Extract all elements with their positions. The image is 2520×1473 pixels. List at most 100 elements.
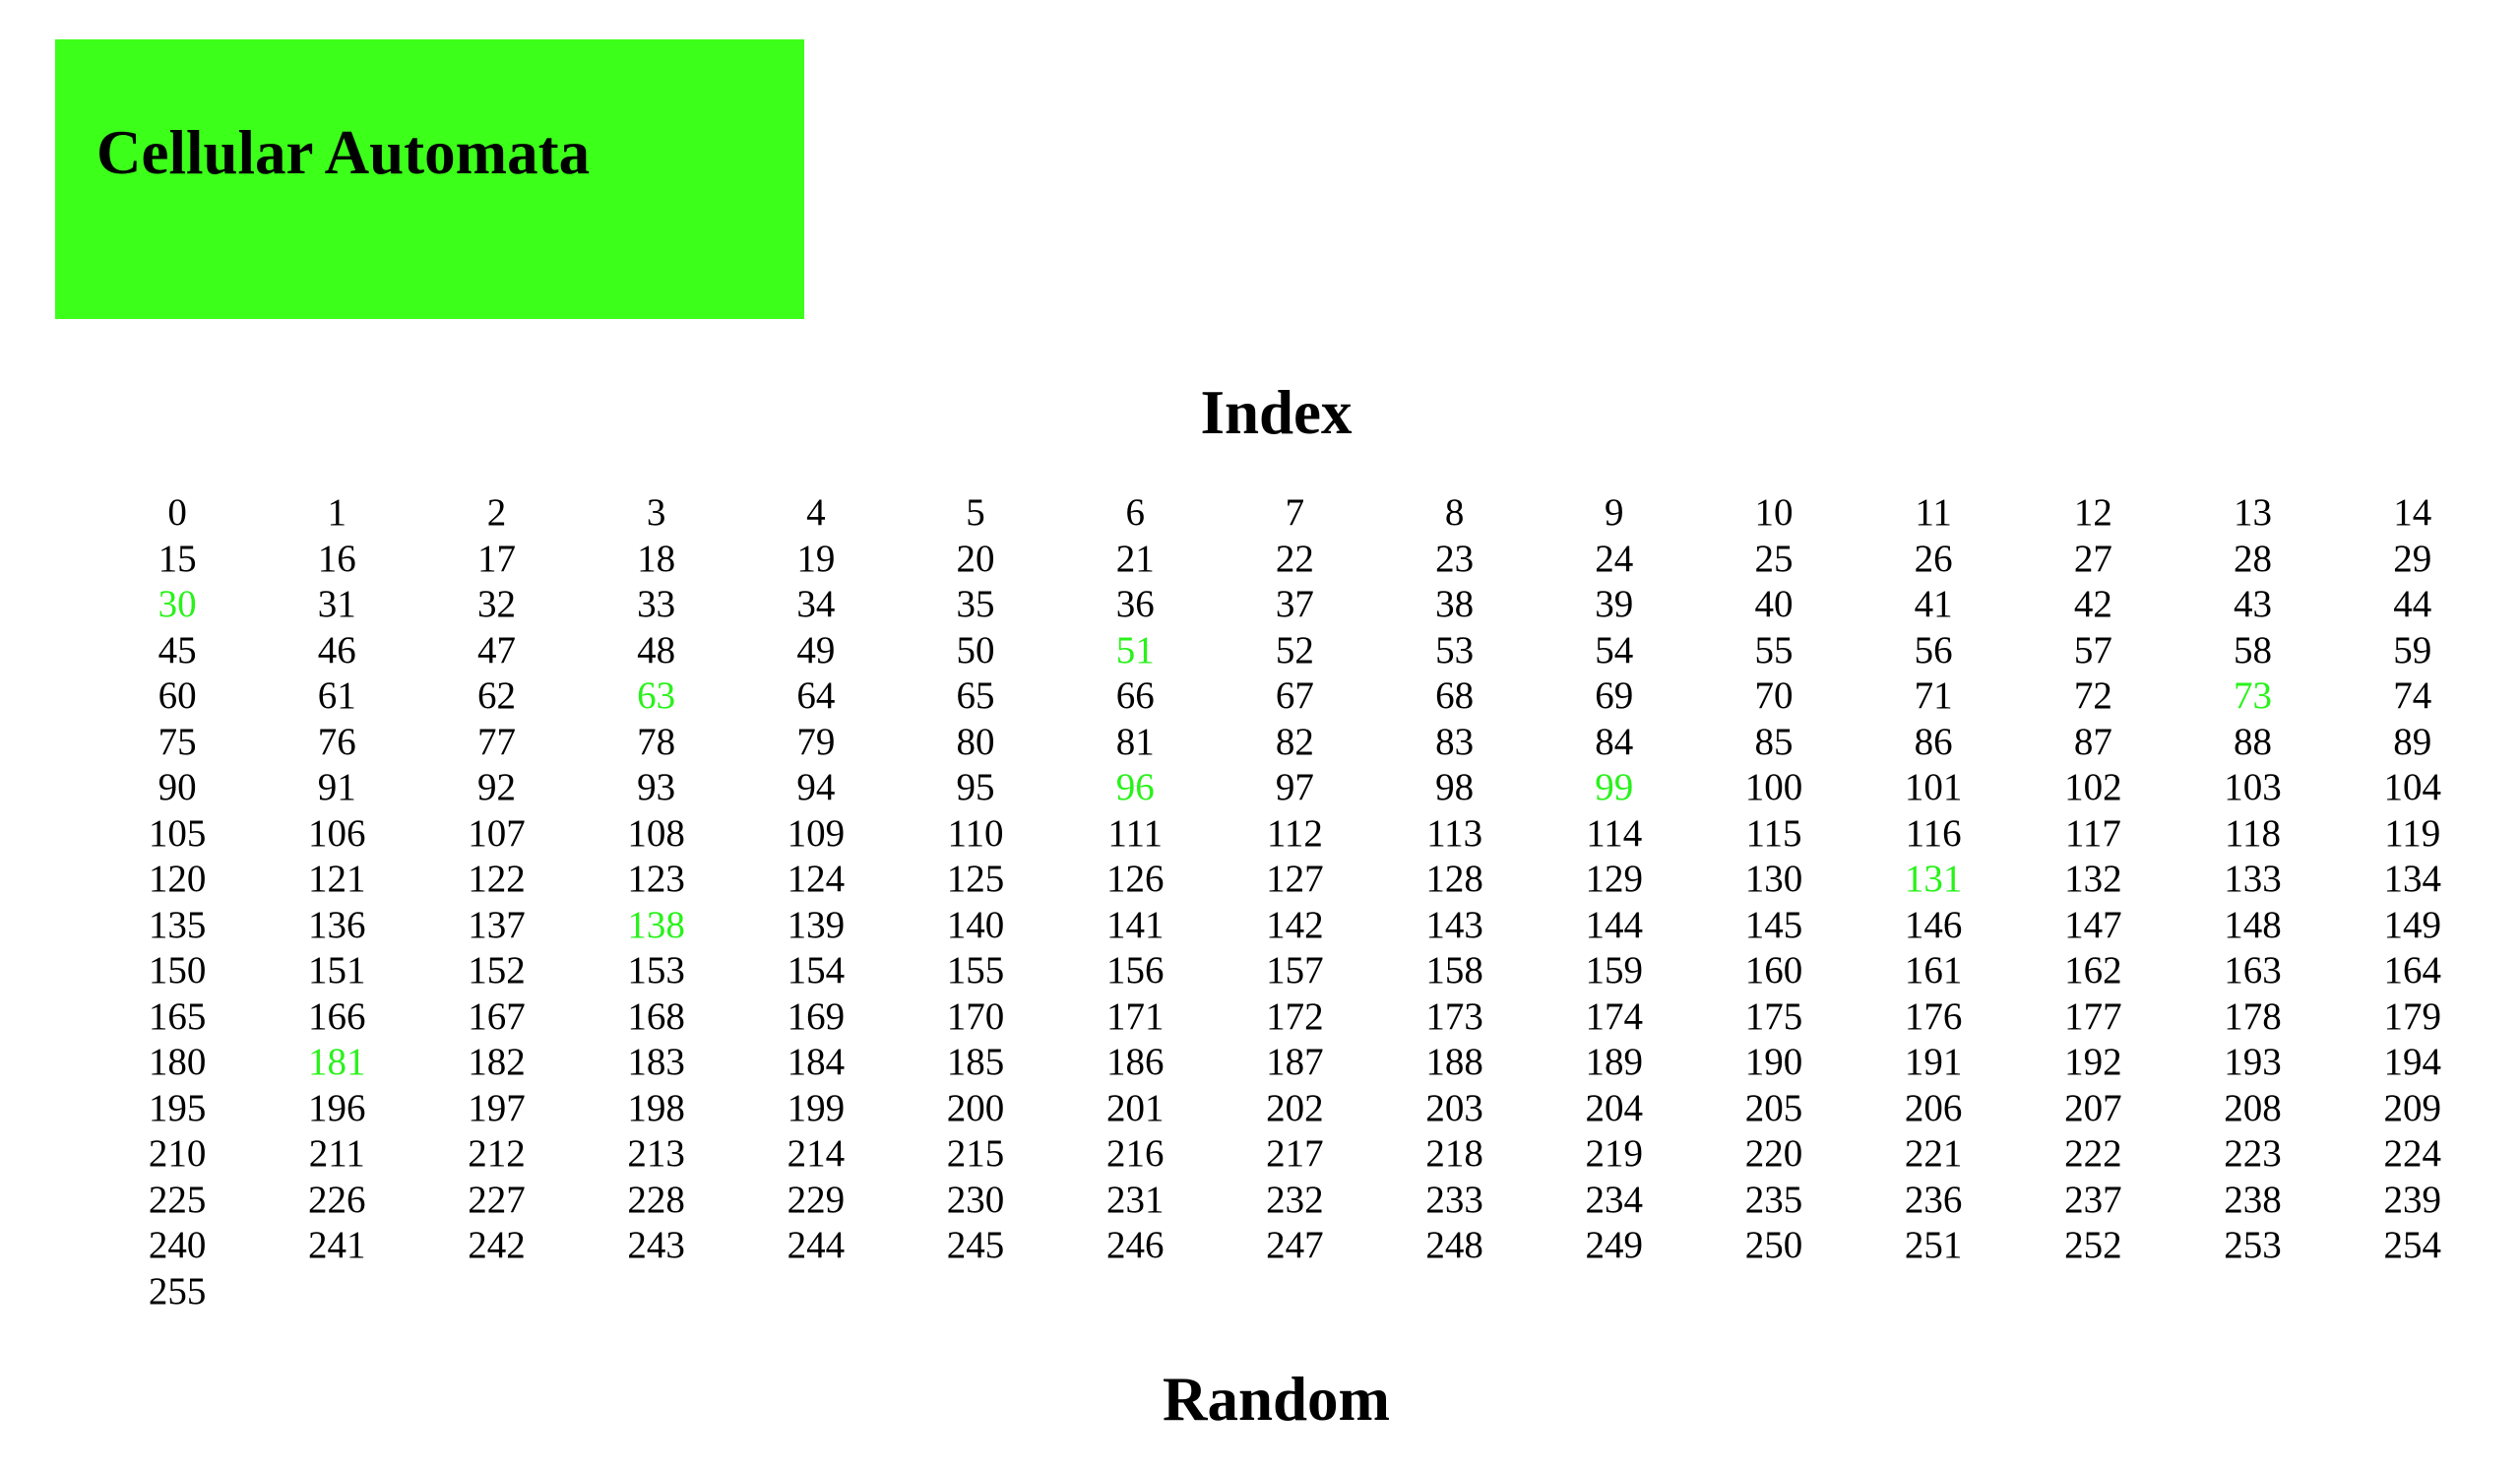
- rule-link-223[interactable]: 223: [2224, 1132, 2282, 1175]
- rule-link-141[interactable]: 141: [1105, 903, 1165, 946]
- rule-link-65[interactable]: 65: [956, 674, 995, 717]
- rule-link-50[interactable]: 50: [956, 628, 995, 672]
- rule-link-8[interactable]: 8: [1444, 491, 1465, 534]
- rule-link-75[interactable]: 75: [158, 720, 197, 763]
- rule-link-104[interactable]: 104: [2383, 766, 2441, 808]
- rule-link-137[interactable]: 137: [468, 903, 526, 946]
- rule-link-194[interactable]: 194: [2383, 1041, 2441, 1083]
- rule-link-206[interactable]: 206: [1904, 1086, 1963, 1129]
- rule-link-98[interactable]: 98: [1435, 766, 1475, 808]
- rule-link-52[interactable]: 52: [1275, 628, 1314, 672]
- rule-link-70[interactable]: 70: [1754, 674, 1794, 717]
- rule-link-145[interactable]: 145: [1744, 903, 1803, 946]
- rule-link-210[interactable]: 210: [148, 1132, 207, 1175]
- rule-link-85[interactable]: 85: [1754, 720, 1794, 763]
- rule-link-231[interactable]: 231: [1105, 1178, 1165, 1221]
- rule-link-181[interactable]: 181: [308, 1041, 366, 1083]
- rule-link-13[interactable]: 13: [2234, 491, 2273, 534]
- rule-link-169[interactable]: 169: [787, 994, 846, 1038]
- rule-link-42[interactable]: 42: [2073, 583, 2112, 625]
- rule-link-218[interactable]: 218: [1425, 1132, 1483, 1175]
- rule-link-153[interactable]: 153: [627, 949, 685, 992]
- rule-link-120[interactable]: 120: [148, 858, 207, 900]
- rule-link-142[interactable]: 142: [1266, 903, 1324, 946]
- rule-link-3[interactable]: 3: [646, 491, 666, 534]
- rule-link-97[interactable]: 97: [1275, 766, 1314, 808]
- rule-link-191[interactable]: 191: [1904, 1041, 1963, 1083]
- rule-link-178[interactable]: 178: [2224, 994, 2282, 1038]
- rule-link-103[interactable]: 103: [2224, 766, 2282, 808]
- rule-link-47[interactable]: 47: [476, 628, 516, 672]
- rule-link-83[interactable]: 83: [1435, 720, 1475, 763]
- rule-link-60[interactable]: 60: [158, 674, 197, 717]
- rule-link-252[interactable]: 252: [2064, 1224, 2122, 1266]
- rule-link-224[interactable]: 224: [2383, 1132, 2441, 1175]
- rule-link-80[interactable]: 80: [956, 720, 995, 763]
- rule-link-69[interactable]: 69: [1595, 674, 1634, 717]
- rule-link-248[interactable]: 248: [1425, 1224, 1483, 1266]
- rule-link-250[interactable]: 250: [1744, 1224, 1803, 1266]
- rule-link-160[interactable]: 160: [1744, 949, 1803, 992]
- rule-link-101[interactable]: 101: [1904, 766, 1963, 808]
- rule-link-108[interactable]: 108: [627, 811, 685, 855]
- rule-link-157[interactable]: 157: [1266, 949, 1324, 992]
- rule-link-161[interactable]: 161: [1904, 949, 1963, 992]
- rule-link-79[interactable]: 79: [796, 720, 836, 763]
- rule-link-227[interactable]: 227: [468, 1178, 526, 1221]
- rule-link-106[interactable]: 106: [308, 811, 366, 855]
- rule-link-163[interactable]: 163: [2224, 949, 2282, 992]
- rule-link-2[interactable]: 2: [486, 491, 507, 534]
- rule-link-159[interactable]: 159: [1585, 949, 1644, 992]
- rule-link-217[interactable]: 217: [1266, 1132, 1324, 1175]
- rule-link-24[interactable]: 24: [1595, 537, 1634, 580]
- rule-link-57[interactable]: 57: [2073, 628, 2112, 672]
- rule-link-155[interactable]: 155: [946, 949, 1005, 992]
- rule-link-166[interactable]: 166: [308, 994, 366, 1038]
- rule-link-7[interactable]: 7: [1285, 491, 1305, 534]
- rule-link-119[interactable]: 119: [2384, 811, 2441, 855]
- rule-link-170[interactable]: 170: [946, 994, 1005, 1038]
- rule-link-9[interactable]: 9: [1605, 491, 1624, 534]
- rule-link-229[interactable]: 229: [787, 1178, 846, 1221]
- rule-link-192[interactable]: 192: [2064, 1041, 2122, 1083]
- rule-link-53[interactable]: 53: [1435, 628, 1475, 672]
- rule-link-0[interactable]: 0: [167, 491, 187, 534]
- rule-link-107[interactable]: 107: [468, 811, 526, 855]
- rule-link-77[interactable]: 77: [476, 720, 516, 763]
- rule-link-123[interactable]: 123: [627, 858, 685, 900]
- rule-link-130[interactable]: 130: [1744, 858, 1803, 900]
- rule-link-96[interactable]: 96: [1115, 766, 1155, 808]
- rule-link-73[interactable]: 73: [2234, 674, 2273, 717]
- rule-link-245[interactable]: 245: [946, 1224, 1005, 1266]
- rule-link-126[interactable]: 126: [1105, 858, 1165, 900]
- rule-link-193[interactable]: 193: [2224, 1041, 2282, 1083]
- rule-link-26[interactable]: 26: [1914, 537, 1953, 580]
- rule-link-162[interactable]: 162: [2064, 949, 2122, 992]
- rule-link-238[interactable]: 238: [2224, 1178, 2282, 1221]
- rule-link-195[interactable]: 195: [148, 1086, 207, 1129]
- rule-link-146[interactable]: 146: [1904, 903, 1963, 946]
- rule-link-150[interactable]: 150: [148, 949, 207, 992]
- rule-link-188[interactable]: 188: [1425, 1041, 1483, 1083]
- rule-link-165[interactable]: 165: [148, 994, 207, 1038]
- rule-link-255[interactable]: 255: [148, 1269, 207, 1313]
- rule-link-158[interactable]: 158: [1425, 949, 1483, 992]
- rule-link-23[interactable]: 23: [1435, 537, 1475, 580]
- rule-link-205[interactable]: 205: [1744, 1086, 1803, 1129]
- rule-link-35[interactable]: 35: [956, 583, 995, 625]
- rule-link-197[interactable]: 197: [468, 1086, 526, 1129]
- rule-link-182[interactable]: 182: [468, 1041, 526, 1083]
- rule-link-240[interactable]: 240: [148, 1224, 207, 1266]
- rule-link-242[interactable]: 242: [468, 1224, 526, 1266]
- rule-link-93[interactable]: 93: [637, 766, 676, 808]
- rule-link-233[interactable]: 233: [1425, 1178, 1483, 1221]
- rule-link-220[interactable]: 220: [1744, 1132, 1803, 1175]
- rule-link-164[interactable]: 164: [2383, 949, 2441, 992]
- rule-link-139[interactable]: 139: [787, 903, 846, 946]
- rule-link-144[interactable]: 144: [1585, 903, 1644, 946]
- rule-link-62[interactable]: 62: [476, 674, 516, 717]
- rule-link-72[interactable]: 72: [2073, 674, 2112, 717]
- rule-link-76[interactable]: 76: [317, 720, 356, 763]
- rule-link-241[interactable]: 241: [308, 1224, 366, 1266]
- rule-link-19[interactable]: 19: [796, 537, 836, 580]
